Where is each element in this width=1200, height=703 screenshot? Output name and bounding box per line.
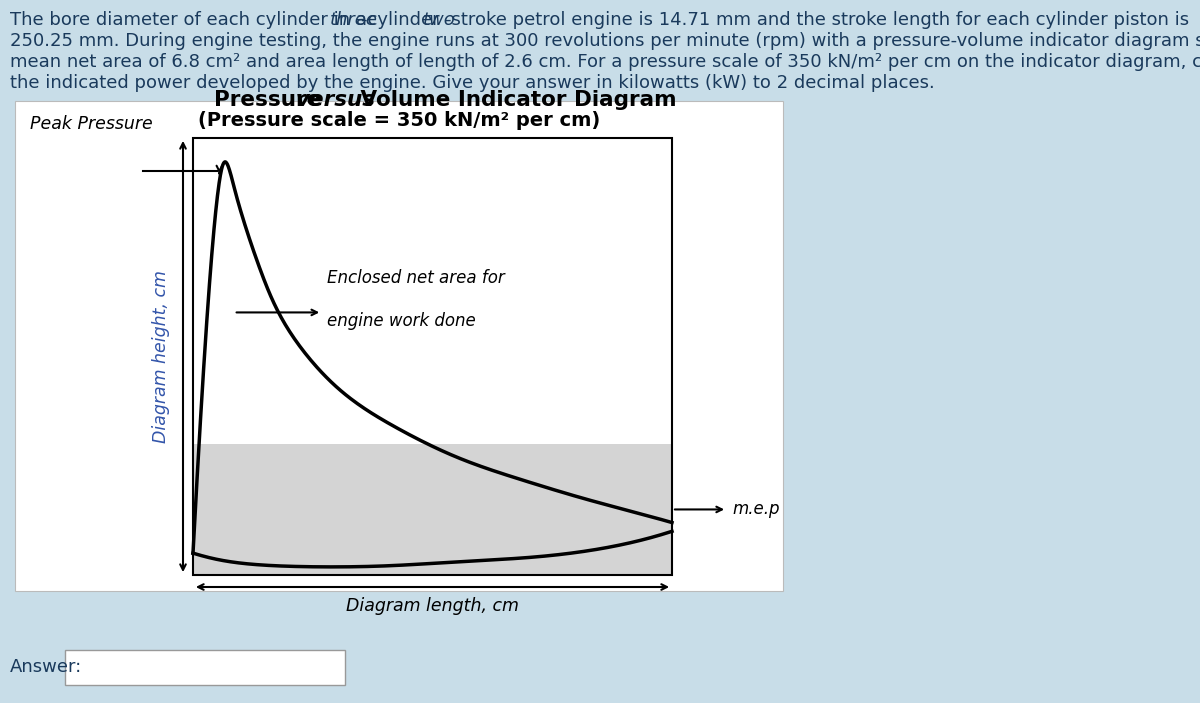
Text: The bore diameter of each cylinder in a: The bore diameter of each cylinder in a [10, 11, 373, 29]
Text: 250.25 mm. During engine testing, the engine runs at 300 revolutions per minute : 250.25 mm. During engine testing, the en… [10, 32, 1200, 50]
Bar [193, 138, 672, 575]
Text: Volume Indicator Diagram: Volume Indicator Diagram [353, 90, 677, 110]
Bar [193, 444, 672, 575]
Text: -cylinder: -cylinder [361, 11, 445, 29]
Text: -stroke petrol engine is 14.71 mm and the stroke length for each cylinder piston: -stroke petrol engine is 14.71 mm and th… [445, 11, 1189, 29]
Bar [65, 650, 346, 685]
Text: engine work done: engine work done [328, 312, 476, 330]
Text: m.e.p: m.e.p [732, 501, 780, 518]
Bar [14, 101, 784, 591]
Text: two: two [424, 11, 456, 29]
Text: Diagram height, cm: Diagram height, cm [152, 270, 170, 443]
Text: mean net area of 6.8 cm² and area length of length of 2.6 cm. For a pressure sca: mean net area of 6.8 cm² and area length… [10, 53, 1200, 71]
Text: the indicated power developed by the engine. Give your answer in kilowatts (kW) : the indicated power developed by the eng… [10, 74, 935, 92]
Text: Pressure: Pressure [214, 90, 329, 110]
Text: Peak Pressure: Peak Pressure [30, 115, 152, 133]
Text: Diagram length, cm: Diagram length, cm [346, 597, 518, 615]
Text: Enclosed net area for: Enclosed net area for [328, 269, 505, 287]
Text: three: three [330, 11, 378, 29]
Text: Answer:: Answer: [10, 659, 83, 676]
Text: (Pressure scale = 350 kN/m² per cm): (Pressure scale = 350 kN/m² per cm) [198, 111, 600, 130]
Text: versus: versus [296, 90, 376, 110]
